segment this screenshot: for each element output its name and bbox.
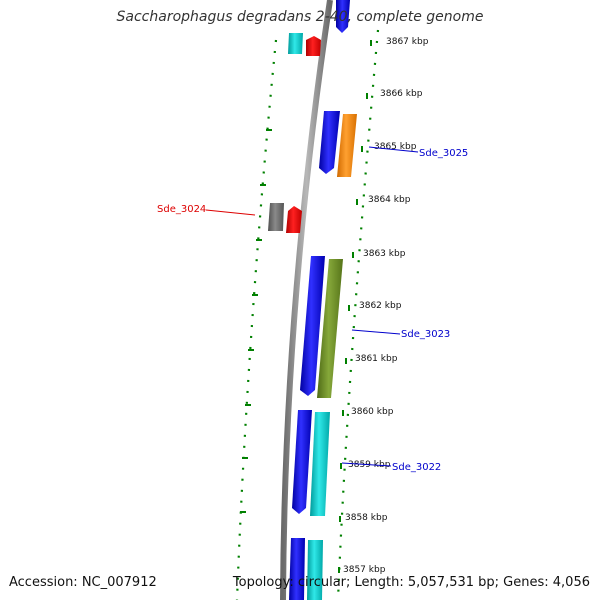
gene-label-sde-3024[interactable]: Sde_3024 bbox=[157, 204, 206, 215]
genome-summary-text: Topology: circular; Length: 5,057,531 bp… bbox=[232, 575, 590, 590]
gene-label-leaders bbox=[205, 146, 419, 467]
gene-label-sde-3022[interactable]: Sde_3022 bbox=[392, 462, 441, 473]
cds-feature-blue bbox=[336, 0, 350, 33]
leader-line-sde-3022 bbox=[341, 462, 392, 467]
genome-backbone bbox=[280, 0, 333, 600]
tick-label: 3858 kbp bbox=[345, 513, 388, 523]
cds-feature-red bbox=[306, 36, 321, 56]
cds-feature-olive bbox=[317, 259, 343, 398]
tick-label: 3863 kbp bbox=[363, 249, 406, 259]
gene-label-sde-3025[interactable]: Sde_3025 bbox=[419, 148, 468, 159]
tick-label: 3862 kbp bbox=[359, 301, 402, 311]
outer-dotted-ring bbox=[336, 29, 380, 600]
leader-line-sde-3023 bbox=[351, 329, 401, 335]
tick-label: 3864 kbp bbox=[368, 195, 411, 205]
map-title: Saccharophagus degradans 2-40, complete … bbox=[116, 9, 484, 25]
gene-labels: Sde_3025 Sde_3024 Sde_3023 Sde_3022 bbox=[157, 148, 468, 473]
leader-line-sde-3024 bbox=[205, 209, 256, 216]
tick-label: 3861 kbp bbox=[355, 354, 398, 364]
leader-line-sde-3025 bbox=[368, 146, 419, 153]
tick-label: 3867 kbp bbox=[386, 37, 429, 47]
cds-feature-red bbox=[286, 206, 302, 233]
cds-feature-blue bbox=[300, 256, 325, 396]
gene-features bbox=[268, 0, 357, 600]
tick-label: 3860 kbp bbox=[351, 407, 394, 417]
tick-label: 3857 kbp bbox=[343, 565, 386, 575]
cds-feature-cyan bbox=[288, 33, 303, 54]
tick-marks bbox=[240, 40, 372, 573]
tick-label: 3865 kbp bbox=[374, 142, 417, 152]
cds-feature-blue bbox=[319, 111, 340, 174]
cds-feature-cyan bbox=[307, 540, 323, 600]
cds-feature-blue bbox=[292, 410, 312, 514]
tick-label: 3866 kbp bbox=[380, 89, 423, 99]
gene-label-sde-3023[interactable]: Sde_3023 bbox=[401, 329, 450, 340]
cds-feature-blue bbox=[289, 538, 305, 600]
cds-feature-cyan bbox=[310, 412, 330, 516]
cds-feature-gray bbox=[268, 203, 284, 231]
accession-text: Accession: NC_007912 bbox=[9, 575, 157, 590]
cds-feature-orange bbox=[337, 114, 357, 177]
inner-dotted-ring bbox=[235, 39, 278, 600]
